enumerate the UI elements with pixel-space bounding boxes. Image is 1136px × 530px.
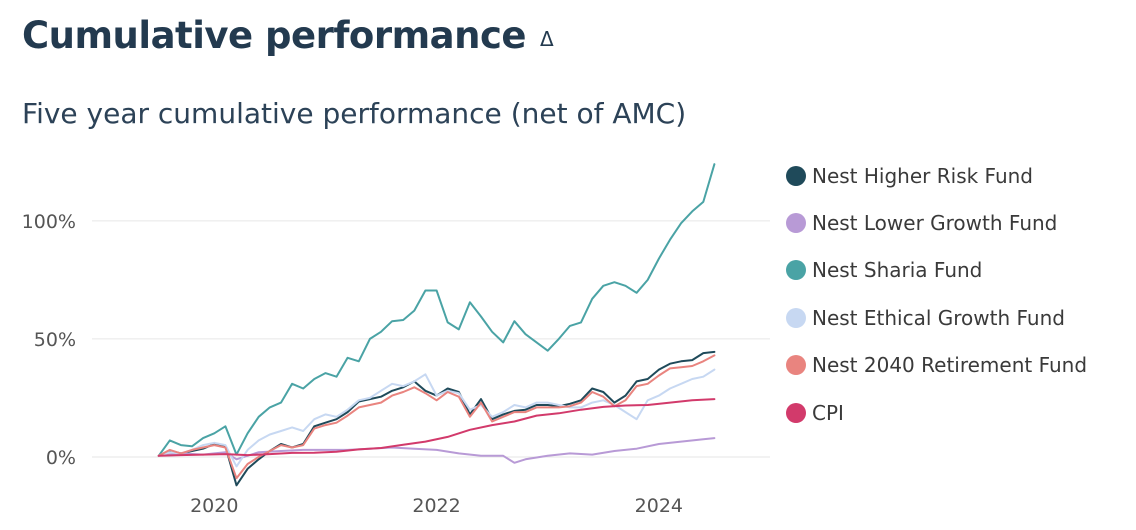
legend-item[interactable]: CPI <box>786 389 1087 436</box>
series-line-3[interactable] <box>157 368 716 468</box>
legend-swatch-icon <box>786 165 806 186</box>
legend-swatch-icon <box>786 307 806 328</box>
gridlines <box>92 220 770 458</box>
legend-item[interactable]: Nest Sharia Fund <box>786 247 1087 294</box>
x-axis-ticks: 2020 2022 2024 <box>190 495 683 517</box>
legend-swatch-icon <box>786 213 806 234</box>
legend-label: CPI <box>812 400 844 425</box>
legend-label: Nest Higher Risk Fund <box>812 163 1034 188</box>
y-tick-label: 50% <box>34 329 76 351</box>
sort-triangle-icon[interactable]: Δ <box>539 27 554 51</box>
y-tick-label: 0% <box>46 447 76 469</box>
legend-item[interactable]: Nest Lower Growth Fund <box>786 199 1087 246</box>
legend-label: Nest 2040 Retirement Fund <box>812 353 1088 378</box>
legend-swatch-icon <box>786 355 806 376</box>
series-line-5[interactable] <box>157 398 716 457</box>
legend-swatch-icon <box>786 260 806 281</box>
x-tick-label: 2024 <box>635 495 683 517</box>
y-tick-label: 100% <box>22 211 76 233</box>
series-line-0[interactable] <box>157 350 716 487</box>
legend-item[interactable]: Nest Ethical Growth Fund <box>786 294 1087 341</box>
legend-label: Nest Ethical Growth Fund <box>812 305 1065 330</box>
legend-label: Nest Lower Growth Fund <box>812 211 1058 236</box>
series-lines <box>157 163 716 487</box>
series-line-1[interactable] <box>157 437 716 464</box>
y-axis-ticks: 0% 50% 100% <box>22 211 76 469</box>
x-tick-label: 2022 <box>412 495 460 517</box>
x-tick-label: 2020 <box>190 495 238 517</box>
legend: Nest Higher Risk Fund Nest Lower Growth F… <box>786 152 1087 436</box>
series-line-2[interactable] <box>157 163 716 457</box>
legend-item[interactable]: Nest 2040 Retirement Fund <box>786 342 1087 389</box>
page-title-text: Cumulative performance <box>22 14 526 57</box>
chart-title: Five year cumulative performance (net of… <box>22 97 687 130</box>
page-title: Cumulative performance Δ <box>22 14 554 57</box>
legend-label: Nest Sharia Fund <box>812 258 983 283</box>
series-line-4[interactable] <box>157 354 716 480</box>
legend-swatch-icon <box>786 402 806 423</box>
legend-item[interactable]: Nest Higher Risk Fund <box>786 152 1087 199</box>
